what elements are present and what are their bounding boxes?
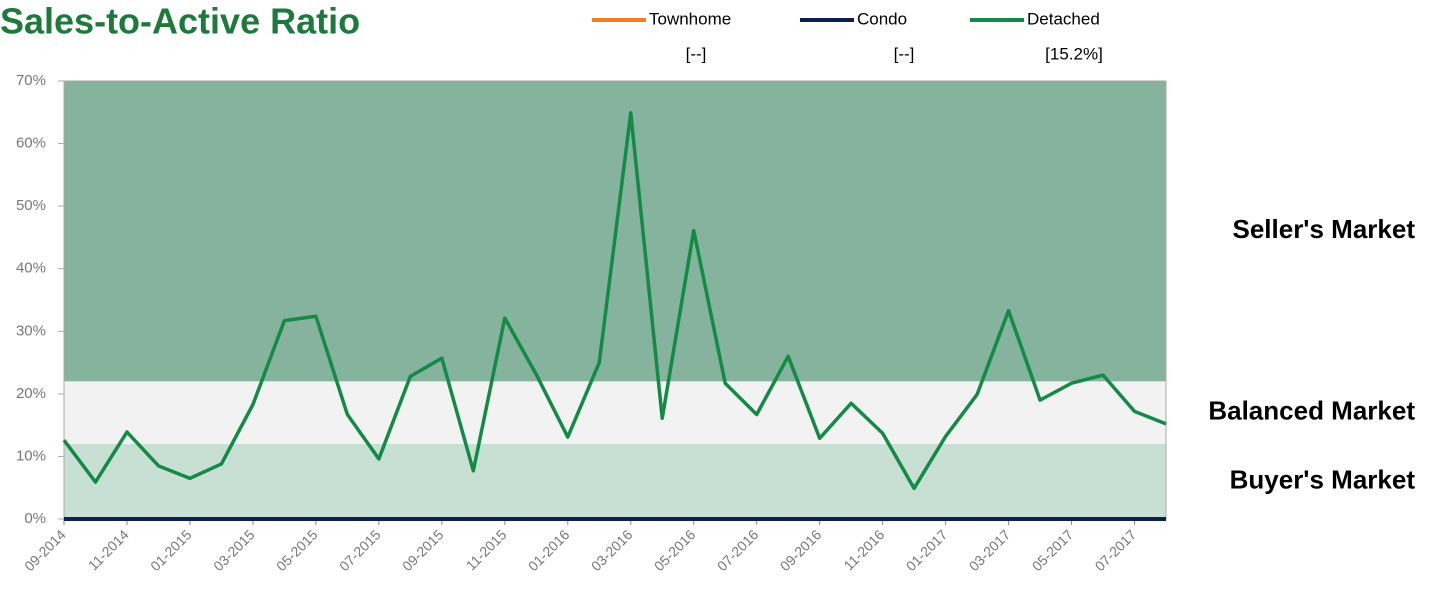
legend-label: Townhome xyxy=(649,9,731,28)
x-tick-label: 11-2015 xyxy=(463,526,510,573)
x-tick-label: 05-2015 xyxy=(273,526,321,574)
x-tick-label: 05-2016 xyxy=(651,526,699,574)
x-tick-label: 03-2016 xyxy=(588,526,636,574)
y-tick-label: 40% xyxy=(16,260,46,277)
x-tick-label: 03-2015 xyxy=(210,526,258,574)
band-label: Buyer's Market xyxy=(1230,464,1416,494)
x-tick-label: 09-2016 xyxy=(777,526,825,574)
x-tick-label: 01-2015 xyxy=(147,526,195,574)
x-tick-label: 05-2017 xyxy=(1029,526,1077,574)
x-tick-label: 11-2016 xyxy=(840,526,887,573)
x-tick-label: 01-2017 xyxy=(903,526,951,574)
y-tick-label: 70% xyxy=(16,72,46,89)
y-tick-label: 60% xyxy=(16,135,46,152)
x-tick-label: 09-2014 xyxy=(21,526,69,574)
band-label: Balanced Market xyxy=(1208,396,1415,426)
x-tick-label: 11-2014 xyxy=(85,526,132,573)
y-tick-label: 30% xyxy=(16,322,46,339)
x-tick-label: 07-2016 xyxy=(714,526,762,574)
x-tick-label: 07-2015 xyxy=(336,526,384,574)
y-tick-label: 10% xyxy=(16,447,46,464)
legend-value: [15.2%] xyxy=(1045,44,1103,63)
chart-title: Sales-to-Active Ratio xyxy=(0,1,360,42)
market-band xyxy=(64,443,1166,519)
y-tick-label: 0% xyxy=(24,510,46,527)
legend-label: Condo xyxy=(857,9,907,28)
band-label: Seller's Market xyxy=(1232,214,1415,244)
market-band xyxy=(64,381,1166,444)
y-tick-label: 50% xyxy=(16,197,46,214)
legend-label: Detached xyxy=(1027,9,1100,28)
x-tick-label: 07-2017 xyxy=(1092,526,1140,574)
legend-value: [--] xyxy=(894,44,915,63)
x-tick-label: 01-2016 xyxy=(525,526,573,574)
legend-value: [--] xyxy=(686,44,707,63)
y-tick-label: 20% xyxy=(16,385,46,402)
x-tick-label: 09-2015 xyxy=(399,526,447,574)
series-line xyxy=(62,111,1167,491)
x-tick-label: 03-2017 xyxy=(966,526,1014,574)
